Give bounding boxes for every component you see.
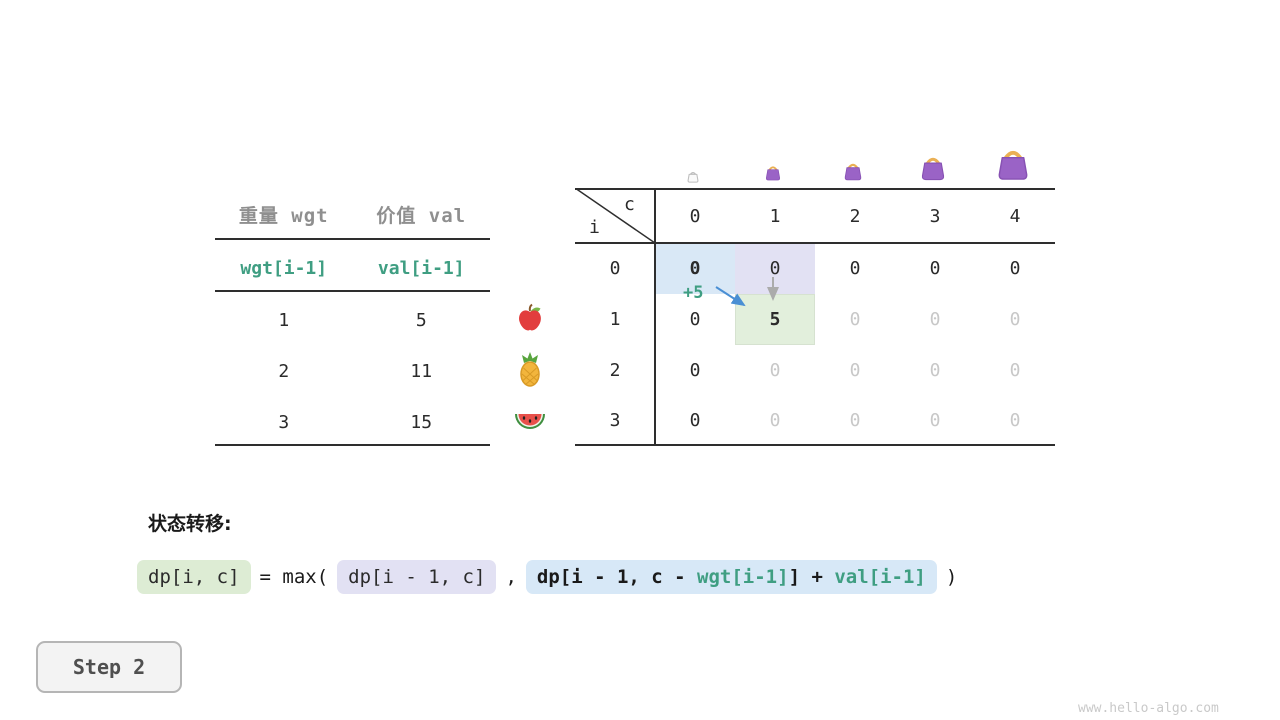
bag-large-icon (917, 154, 949, 185)
value-column-header: 价值 val (376, 205, 467, 227)
dp-corner-row-label: i (589, 217, 600, 238)
item-2-weight: 2 (278, 360, 290, 382)
dp-table-line (575, 188, 1055, 190)
items-table-header: 重量 wgt 价值 val (215, 190, 490, 239)
dp-col-header: 1 (769, 206, 781, 227)
dp-cell: 0 (929, 360, 941, 381)
formula-lhs-chip: dp[i, c] (137, 560, 251, 594)
formula-option2-chip: dp[i - 1, c - wgt[i-1]] + val[i-1] (525, 560, 937, 594)
formula-option2-dp: dp[i - 1, c - (536, 566, 698, 588)
highlight-current-cell (735, 294, 815, 345)
items-table-line (215, 444, 490, 446)
item-2-value: 11 (410, 360, 433, 382)
item-3-value: 15 (410, 411, 433, 433)
dp-table-line (654, 188, 656, 445)
dp-cell: 0 (769, 258, 781, 279)
apple-icon (515, 303, 545, 337)
dp-row-headers: 0 1 2 3 (575, 243, 655, 445)
dp-cell: 0 (1009, 410, 1021, 431)
dp-column-headers: 0 1 2 3 4 (655, 190, 1055, 243)
bag-xlarge-icon (992, 146, 1034, 185)
dp-cell-grid: 0 0 0 0 0 0 5 0 0 0 0 0 0 0 0 0 0 0 0 0 (655, 243, 1055, 445)
dp-cell: 0 (769, 410, 781, 431)
dp-corner-col-label: c (624, 194, 635, 215)
formula-comma: , (505, 566, 517, 588)
formula-option2-wgt: wgt[i-1] (697, 566, 789, 588)
watermelon-icon (513, 407, 547, 437)
dp-cell: 0 (849, 410, 861, 431)
highlight-source-cell (655, 243, 735, 294)
watermark: www.hello-algo.com (1078, 701, 1219, 716)
dp-col-header: 3 (929, 206, 941, 227)
dp-cell: 0 (1009, 360, 1021, 381)
dp-cell: 0 (929, 410, 941, 431)
dp-cell: 0 (849, 309, 861, 330)
dp-cell: 0 (929, 258, 941, 279)
dp-cell: 0 (689, 360, 701, 381)
item-1-weight: 1 (278, 309, 290, 331)
dp-cell: 0 (689, 410, 701, 431)
dp-row-header: 0 (609, 258, 621, 279)
dp-cell: 0 (689, 309, 701, 330)
dp-cell: 0 (929, 309, 941, 330)
dp-table-line (575, 242, 1055, 244)
dp-cell: 0 (849, 360, 861, 381)
dp-cell: 0 (1009, 309, 1021, 330)
item-row-3: 3 15 (215, 398, 490, 446)
formula-close-paren: ) (945, 566, 958, 588)
formula-option1-chip: dp[i - 1, c] (337, 560, 497, 594)
val-code-label: val[i-1] (377, 257, 465, 279)
items-table-line (215, 290, 490, 292)
bag-small-icon (763, 164, 783, 185)
dp-cell: 0 (1009, 258, 1021, 279)
bag-medium-icon (841, 161, 865, 185)
dp-corner-diagonal (575, 188, 655, 243)
dp-table-line (575, 444, 1055, 446)
item-1-value: 5 (415, 309, 427, 331)
items-table-line (215, 238, 490, 240)
dp-col-header: 0 (689, 206, 701, 227)
pineapple-icon (514, 352, 546, 392)
state-transition-formula: dp[i, c] = max( dp[i - 1, c] , dp[i - 1,… (137, 560, 957, 594)
items-table-code-row: wgt[i-1] val[i-1] (215, 244, 490, 292)
item-row-2: 2 11 (215, 347, 490, 395)
plus-value-annotation: +5 (683, 283, 704, 303)
formula-option2-val: val[i-1] (834, 566, 926, 588)
dp-cell: 0 (849, 258, 861, 279)
dp-row-header: 3 (609, 410, 621, 431)
step-badge: Step 2 (36, 641, 182, 693)
dp-row-header: 2 (609, 360, 621, 381)
dp-col-header: 2 (849, 206, 861, 227)
item-3-weight: 3 (278, 411, 290, 433)
bag-empty-icon (686, 168, 700, 187)
highlight-above-cell (735, 243, 815, 294)
formula-option2-plus: ] + (788, 566, 835, 588)
wgt-code-label: wgt[i-1] (240, 257, 328, 279)
state-transition-label: 状态转移: (148, 513, 232, 535)
dp-row-header: 1 (609, 309, 621, 330)
dp-cell-current: 5 (769, 309, 781, 330)
dp-cell: 0 (769, 360, 781, 381)
dp-cell: 0 (689, 258, 701, 279)
dp-col-header: 4 (1009, 206, 1021, 227)
item-row-1: 1 5 (215, 296, 490, 344)
weight-column-header: 重量 wgt (238, 205, 329, 227)
formula-eq-max: = max( (259, 566, 329, 588)
